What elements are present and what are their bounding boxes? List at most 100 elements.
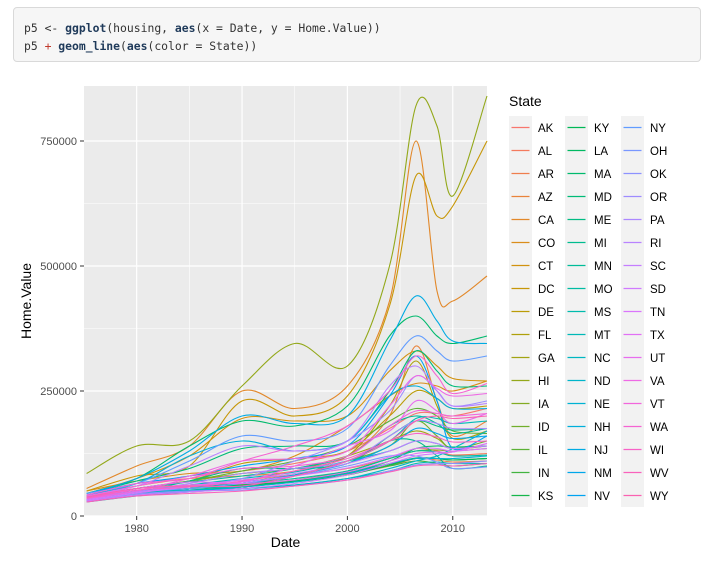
legend-label: GA bbox=[538, 353, 555, 365]
legend-label: SD bbox=[650, 284, 666, 296]
code-function-ggplot: ggplot bbox=[65, 21, 107, 35]
legend-item-az: AZ bbox=[509, 185, 553, 208]
legend-label: TN bbox=[650, 307, 665, 319]
legend-item-wv: WV bbox=[621, 461, 669, 484]
legend-item-wi: WI bbox=[621, 438, 664, 461]
line-chart: 1980 1990 2000 2010 0 250000 500000 750000 Dat… bbox=[18, 86, 669, 550]
legend-item-fl: FL bbox=[509, 323, 552, 346]
legend-label: NY bbox=[650, 123, 666, 135]
legend-label: HI bbox=[538, 376, 550, 388]
legend-item-vt: VT bbox=[621, 392, 665, 415]
series-lines bbox=[86, 95, 488, 503]
y-tick-label: 500000 bbox=[40, 261, 77, 273]
series-line-tx bbox=[86, 442, 488, 500]
legend-label: IA bbox=[538, 399, 549, 411]
legend-label: NJ bbox=[594, 445, 608, 457]
series-line-sd bbox=[86, 442, 488, 502]
code-plus-operator: + bbox=[44, 39, 52, 53]
y-axis-title: Home.Value bbox=[18, 263, 34, 339]
series-line-vt bbox=[86, 409, 488, 500]
legend-label: WA bbox=[650, 422, 668, 434]
series-line-wi bbox=[86, 432, 488, 499]
legend-label: OK bbox=[650, 169, 667, 181]
legend-item-co: CO bbox=[509, 231, 555, 254]
legend-item-ms: MS bbox=[565, 300, 612, 323]
legend: AK AL AR AZ CA CO CT DC DE FL GA HI IA ID IL IN KS KY LA MA… bbox=[509, 116, 669, 507]
legend-label: VT bbox=[650, 399, 665, 411]
legend-label: KY bbox=[594, 123, 610, 135]
legend-item-ks: KS bbox=[509, 484, 554, 507]
legend-label: WY bbox=[650, 491, 669, 503]
legend-label: SC bbox=[650, 261, 666, 273]
legend-item-de: DE bbox=[509, 300, 554, 323]
series-line-ri bbox=[86, 365, 488, 497]
legend-item-or: OR bbox=[621, 185, 667, 208]
y-tick-label: 250000 bbox=[40, 386, 77, 398]
legend-item-hi: HI bbox=[509, 369, 550, 392]
x-tick-label: 2000 bbox=[335, 523, 359, 535]
legend-label: TX bbox=[650, 330, 665, 342]
code-args: (color = State)) bbox=[147, 39, 258, 53]
legend-item-pa: PA bbox=[621, 208, 665, 231]
legend-label: MD bbox=[594, 192, 612, 204]
legend-item-mi: MI bbox=[565, 231, 607, 254]
legend-label: NC bbox=[594, 353, 611, 365]
legend-label: MN bbox=[594, 261, 612, 273]
legend-label: IN bbox=[538, 468, 550, 480]
legend-label: MT bbox=[594, 330, 611, 342]
legend-label: OH bbox=[650, 146, 667, 158]
legend-label: WV bbox=[650, 468, 669, 480]
legend-label: PA bbox=[650, 215, 665, 227]
legend-label: IL bbox=[538, 445, 548, 457]
legend-label: AK bbox=[538, 123, 554, 135]
legend-label: CT bbox=[538, 261, 553, 273]
legend-item-nv: NV bbox=[565, 484, 610, 507]
code-args: (x = Date, y = Home.Value)) bbox=[195, 21, 381, 35]
legend-item-ok: OK bbox=[621, 162, 667, 185]
series-line-nd bbox=[86, 430, 488, 501]
legend-label: DE bbox=[538, 307, 554, 319]
series-line-tn bbox=[86, 447, 488, 501]
legend-title: State bbox=[509, 93, 542, 109]
series-line-hi bbox=[86, 95, 488, 474]
legend-label: NV bbox=[594, 491, 610, 503]
legend-item-va: VA bbox=[621, 369, 665, 392]
y-axis: 0 250000 500000 750000 bbox=[40, 136, 84, 523]
legend-item-nj: NJ bbox=[565, 438, 608, 461]
series-line-ma bbox=[86, 315, 488, 495]
legend-item-ky: KY bbox=[565, 116, 610, 139]
series-line-ut bbox=[86, 399, 488, 498]
legend-item-ut: UT bbox=[621, 346, 665, 369]
x-tick-label: 1990 bbox=[230, 523, 254, 535]
legend-item-md: MD bbox=[565, 185, 612, 208]
legend-label: CO bbox=[538, 238, 555, 250]
code-args: (housing, bbox=[106, 21, 175, 35]
legend-label: MA bbox=[594, 169, 612, 181]
legend-item-wa: WA bbox=[621, 415, 668, 438]
plot-panel bbox=[84, 86, 487, 516]
legend-item-me: ME bbox=[565, 208, 612, 231]
legend-item-ma: MA bbox=[565, 162, 612, 185]
series-line-wa bbox=[86, 355, 488, 496]
code-line-1: p5 <- ggplot(housing, aes(x = Date, y = … bbox=[24, 19, 700, 37]
legend-label: NM bbox=[594, 468, 612, 480]
x-axis-title: Date bbox=[271, 534, 301, 550]
legend-item-id: ID bbox=[509, 415, 550, 438]
legend-item-ca: CA bbox=[509, 208, 554, 231]
series-line-ny bbox=[86, 335, 488, 495]
legend-label: OR bbox=[650, 192, 667, 204]
legend-label: MO bbox=[594, 284, 613, 296]
legend-item-mt: MT bbox=[565, 323, 611, 346]
legend-item-ny: NY bbox=[621, 116, 666, 139]
code-block: p5 <- ggplot(housing, aes(x = Date, y = … bbox=[13, 7, 701, 62]
series-line-oh bbox=[86, 454, 488, 500]
series-line-wv bbox=[86, 462, 488, 503]
legend-label: MI bbox=[594, 238, 607, 250]
legend-label: FL bbox=[538, 330, 552, 342]
series-line-wy bbox=[86, 415, 488, 498]
legend-label: AR bbox=[538, 169, 554, 181]
legend-item-sd: SD bbox=[621, 277, 666, 300]
legend-item-ga: GA bbox=[509, 346, 555, 369]
legend-label: RI bbox=[650, 238, 662, 250]
legend-label: LA bbox=[594, 146, 608, 158]
